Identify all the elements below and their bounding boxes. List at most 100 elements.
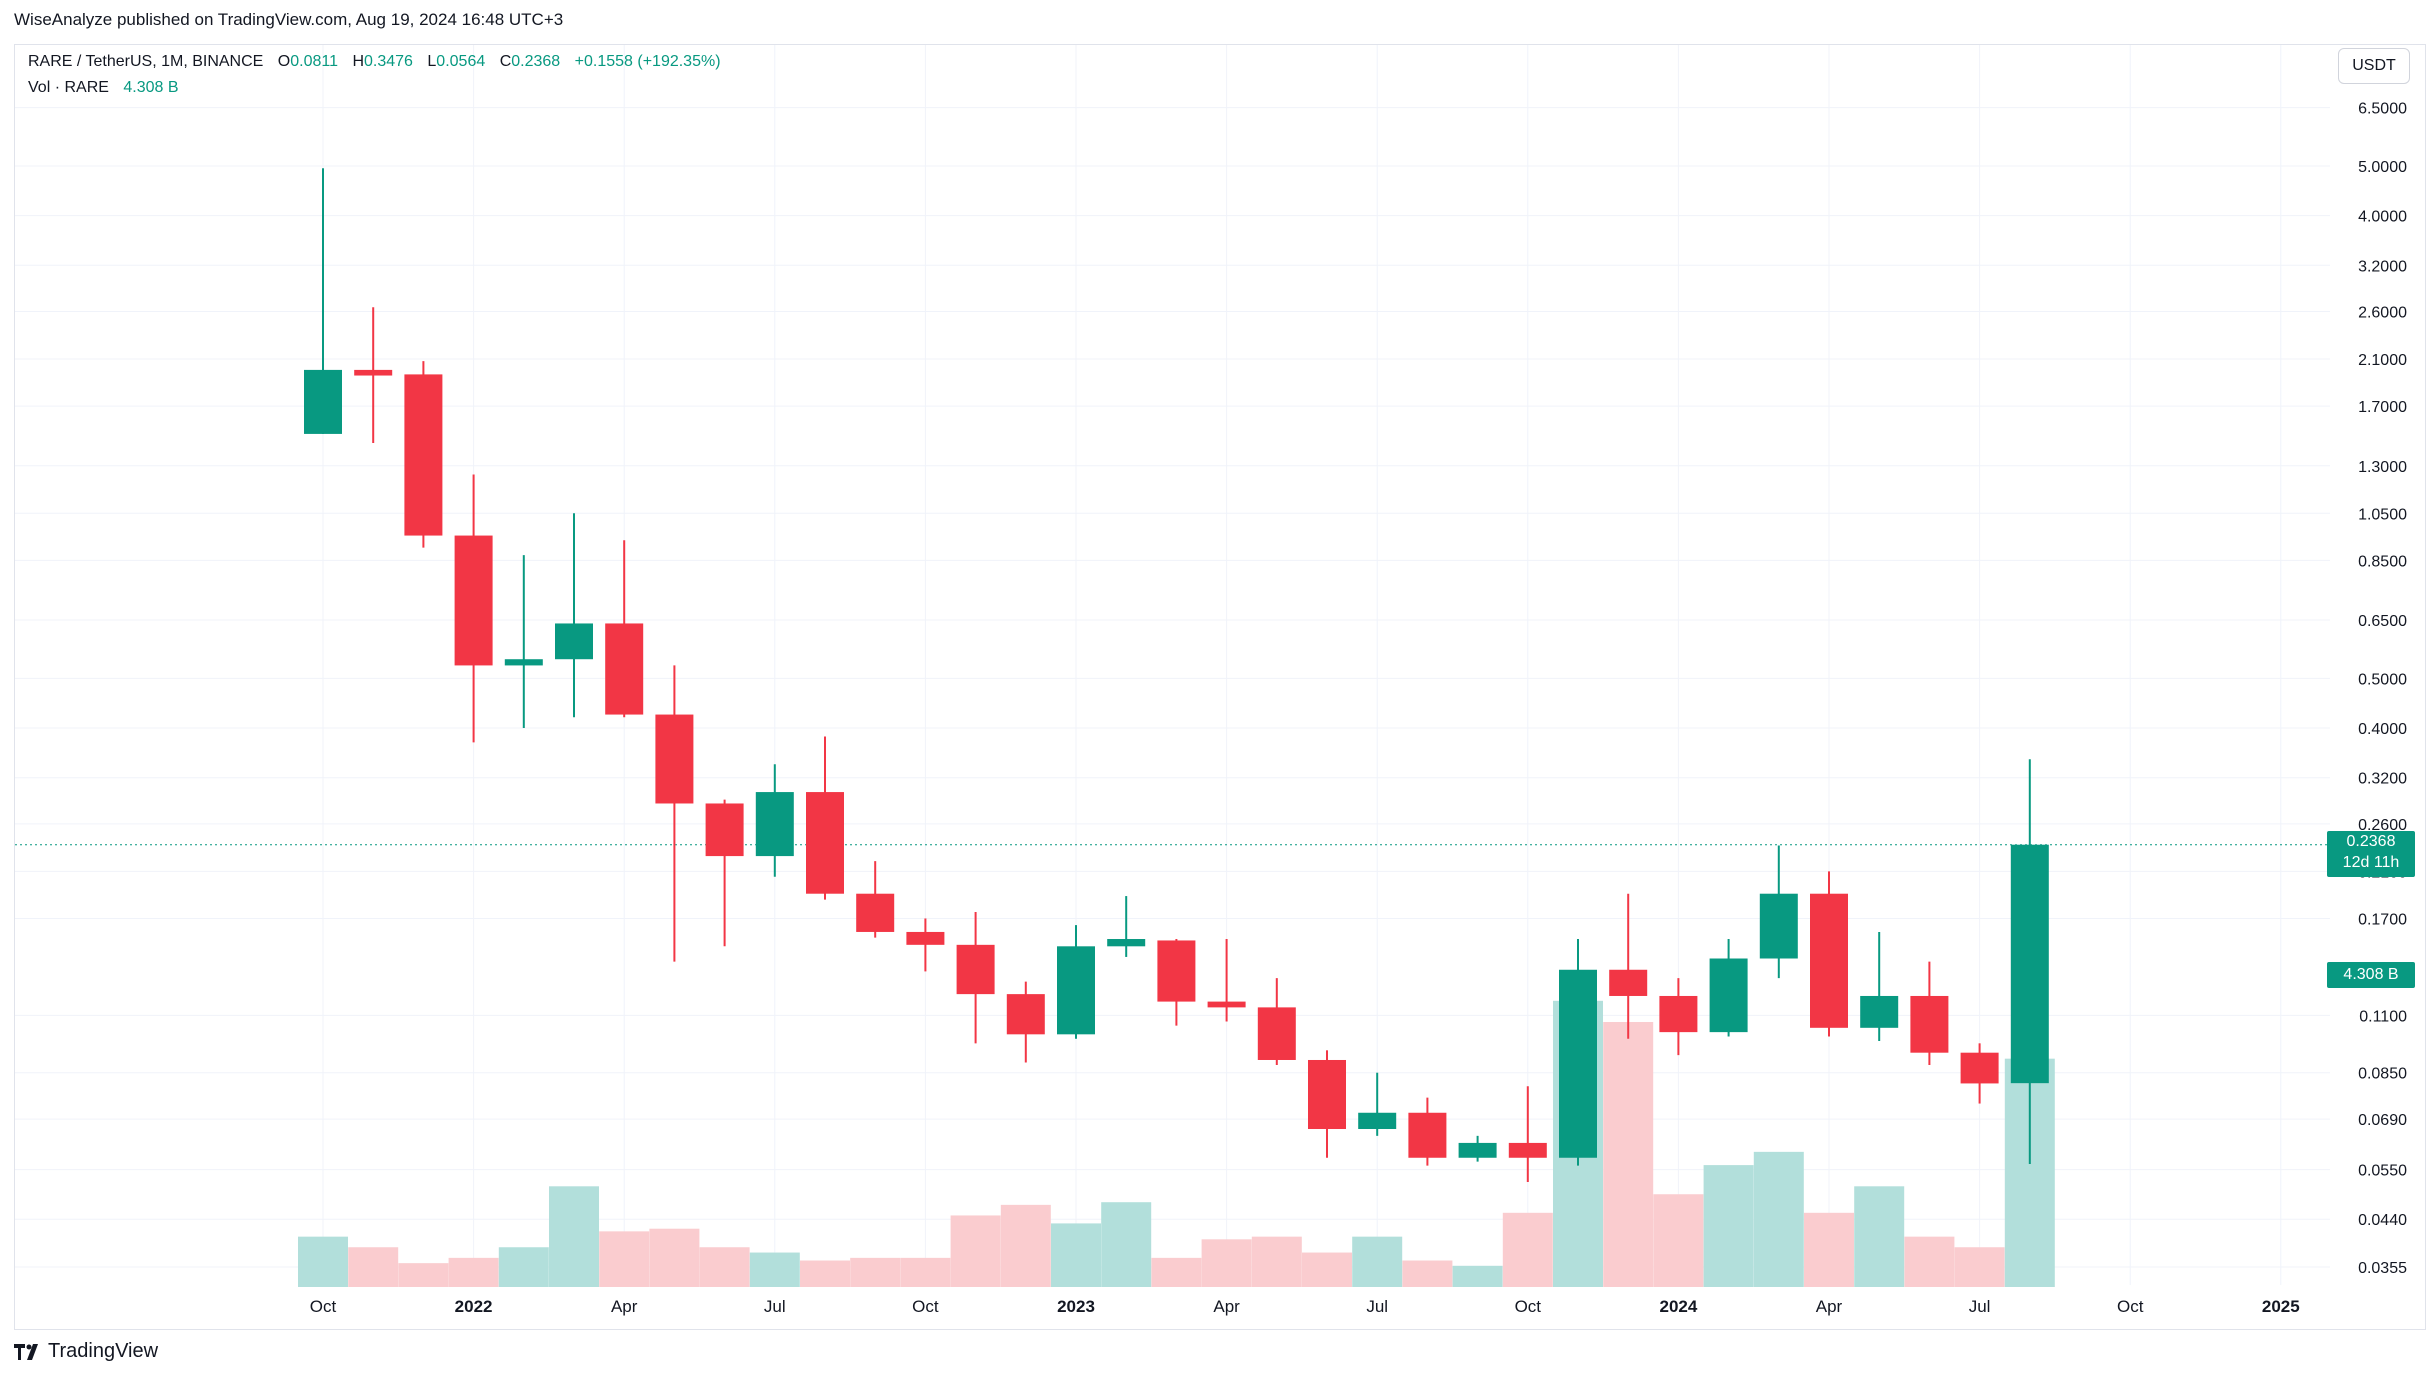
volume-bar [1352, 1236, 1403, 1287]
price-tick-label: 0.0550 [2358, 1163, 2407, 1180]
volume-bar [1502, 1212, 1553, 1287]
time-tick-label: 2025 [2262, 1297, 2300, 1316]
volume-bar [649, 1228, 700, 1287]
candle-body[interactable] [956, 944, 995, 995]
price-tick-label: 0.1100 [2359, 1008, 2407, 1025]
legend-high-label: H [352, 53, 364, 70]
price-tick-label: 1.7000 [2358, 399, 2407, 416]
volume-bar [800, 1260, 850, 1287]
price-axis[interactable]: 6.5000 5.0000 4.0000 3.2000 2.6000 2.1000 1.70… [2358, 101, 2407, 1277]
candle-body[interactable] [655, 714, 694, 804]
time-tick-label: Apr [1816, 1297, 1843, 1316]
time-tick-label: Jul [764, 1297, 786, 1316]
volume-bar [348, 1247, 399, 1287]
price-tick-label: 0.2600 [2358, 817, 2407, 834]
legend-open-label: O [277, 53, 291, 70]
candle-body[interactable] [806, 792, 844, 894]
candle-body[interactable] [1559, 969, 1597, 1158]
tradingview-brand[interactable]: TradingView [14, 1340, 158, 1363]
legend-high: 0.3476 [364, 53, 413, 70]
candle-body[interactable] [1960, 1052, 1999, 1084]
currency-button[interactable]: USDT [2338, 48, 2410, 84]
candle-body[interactable] [1709, 958, 1748, 1033]
price-tick-label: 0.5000 [2358, 671, 2407, 688]
time-tick-label: Oct [1515, 1297, 1542, 1316]
candle-body[interactable] [1910, 995, 1949, 1053]
candle-body[interactable] [1207, 1001, 1246, 1008]
candle-body[interactable] [856, 893, 895, 932]
candle-body[interactable] [1157, 940, 1196, 1002]
candle-body[interactable] [1860, 995, 1899, 1028]
candle-body[interactable] [1358, 1112, 1397, 1130]
candles[interactable] [304, 168, 2049, 1183]
price-tick-label: 2.6000 [2358, 305, 2407, 322]
candle-body[interactable] [1759, 893, 1798, 959]
legend-close-label: C [499, 53, 512, 70]
candle-body[interactable] [304, 369, 342, 434]
price-tick-label: 0.0355 [2358, 1260, 2407, 1277]
candle-body[interactable] [454, 535, 493, 666]
candle-body[interactable] [1006, 994, 1045, 1035]
price-tick-label: 2.1000 [2358, 352, 2407, 369]
candle-body[interactable] [906, 931, 945, 945]
candle-body[interactable] [504, 659, 543, 666]
legend-volume-value: 4.308 B [123, 79, 179, 96]
legend-volume: Vol · RARE 4.308 B [28, 79, 179, 97]
candle-body[interactable] [1308, 1059, 1346, 1130]
candle-body[interactable] [755, 792, 794, 857]
legend-volume-label[interactable]: Vol · RARE [28, 79, 109, 96]
candle-body[interactable] [2010, 844, 2049, 1084]
time-tick-label: Apr [611, 1297, 638, 1316]
legend-symbol[interactable]: RARE / TetherUS, 1M, BINANCE [28, 53, 264, 70]
volume-bar [1251, 1236, 1302, 1287]
candle-body[interactable] [1458, 1142, 1497, 1158]
price-tick-label: 0.4000 [2358, 721, 2407, 738]
volume-tag: 4.308 B [2327, 962, 2415, 988]
candle-body[interactable] [1609, 969, 1648, 996]
price-tick-label: 1.0500 [2358, 506, 2407, 523]
candle-body[interactable] [1508, 1142, 1547, 1158]
brand-name: TradingView [48, 1340, 159, 1362]
volume-bar [1101, 1202, 1152, 1287]
time-axis[interactable]: Oct 2022 Apr Jul Oct 2023 Apr Jul Oct 2024 Apr Jul O… [310, 1297, 2300, 1316]
volume-bar [599, 1231, 650, 1287]
candle-body[interactable] [1257, 1007, 1296, 1060]
candle-body[interactable] [1408, 1112, 1447, 1158]
candle-body[interactable] [1057, 946, 1095, 1035]
price-tick-label: 0.0690 [2358, 1112, 2407, 1129]
volume-bar [749, 1252, 800, 1287]
time-tick-label: 2022 [455, 1297, 493, 1316]
price-tick-label: 0.8500 [2358, 553, 2407, 570]
volume-bar [1452, 1265, 1503, 1287]
candle-body[interactable] [354, 369, 393, 376]
bar-countdown: 12d 11h [2342, 854, 2400, 871]
price-tick-label: 3.2000 [2358, 258, 2407, 275]
last-price-tag: 0.2368 12d 11h [2327, 831, 2415, 877]
candle-body[interactable] [1810, 893, 1848, 1028]
candle-body[interactable] [605, 623, 644, 715]
volume-bar [1151, 1257, 1202, 1287]
volume-bar [448, 1257, 499, 1287]
legend-main: RARE / TetherUS, 1M, BINANCE O0.0811 H0.… [28, 53, 721, 71]
candle-body[interactable] [705, 803, 744, 857]
time-tick-label: Oct [310, 1297, 337, 1316]
price-tick-label: 6.5000 [2358, 101, 2407, 118]
time-tick-label: 2024 [1659, 1297, 1697, 1316]
grid-lines [15, 45, 2330, 1285]
volume-bar [298, 1236, 348, 1287]
volume-bar [1753, 1151, 1804, 1287]
volume-bar [498, 1247, 549, 1287]
candle-body[interactable] [555, 623, 593, 660]
time-tick-label: Oct [912, 1297, 939, 1316]
volume-bar [1904, 1236, 1955, 1287]
volume-bar [549, 1186, 599, 1287]
price-tick-label: 4.0000 [2358, 209, 2407, 226]
volume-bar [950, 1215, 1001, 1287]
candle-body[interactable] [1659, 995, 1698, 1033]
candle-body[interactable] [404, 374, 443, 536]
candle-body[interactable] [1107, 939, 1146, 947]
volume-bar [398, 1263, 449, 1287]
legend-open: 0.0811 [290, 53, 338, 70]
volume-bar [699, 1247, 750, 1287]
